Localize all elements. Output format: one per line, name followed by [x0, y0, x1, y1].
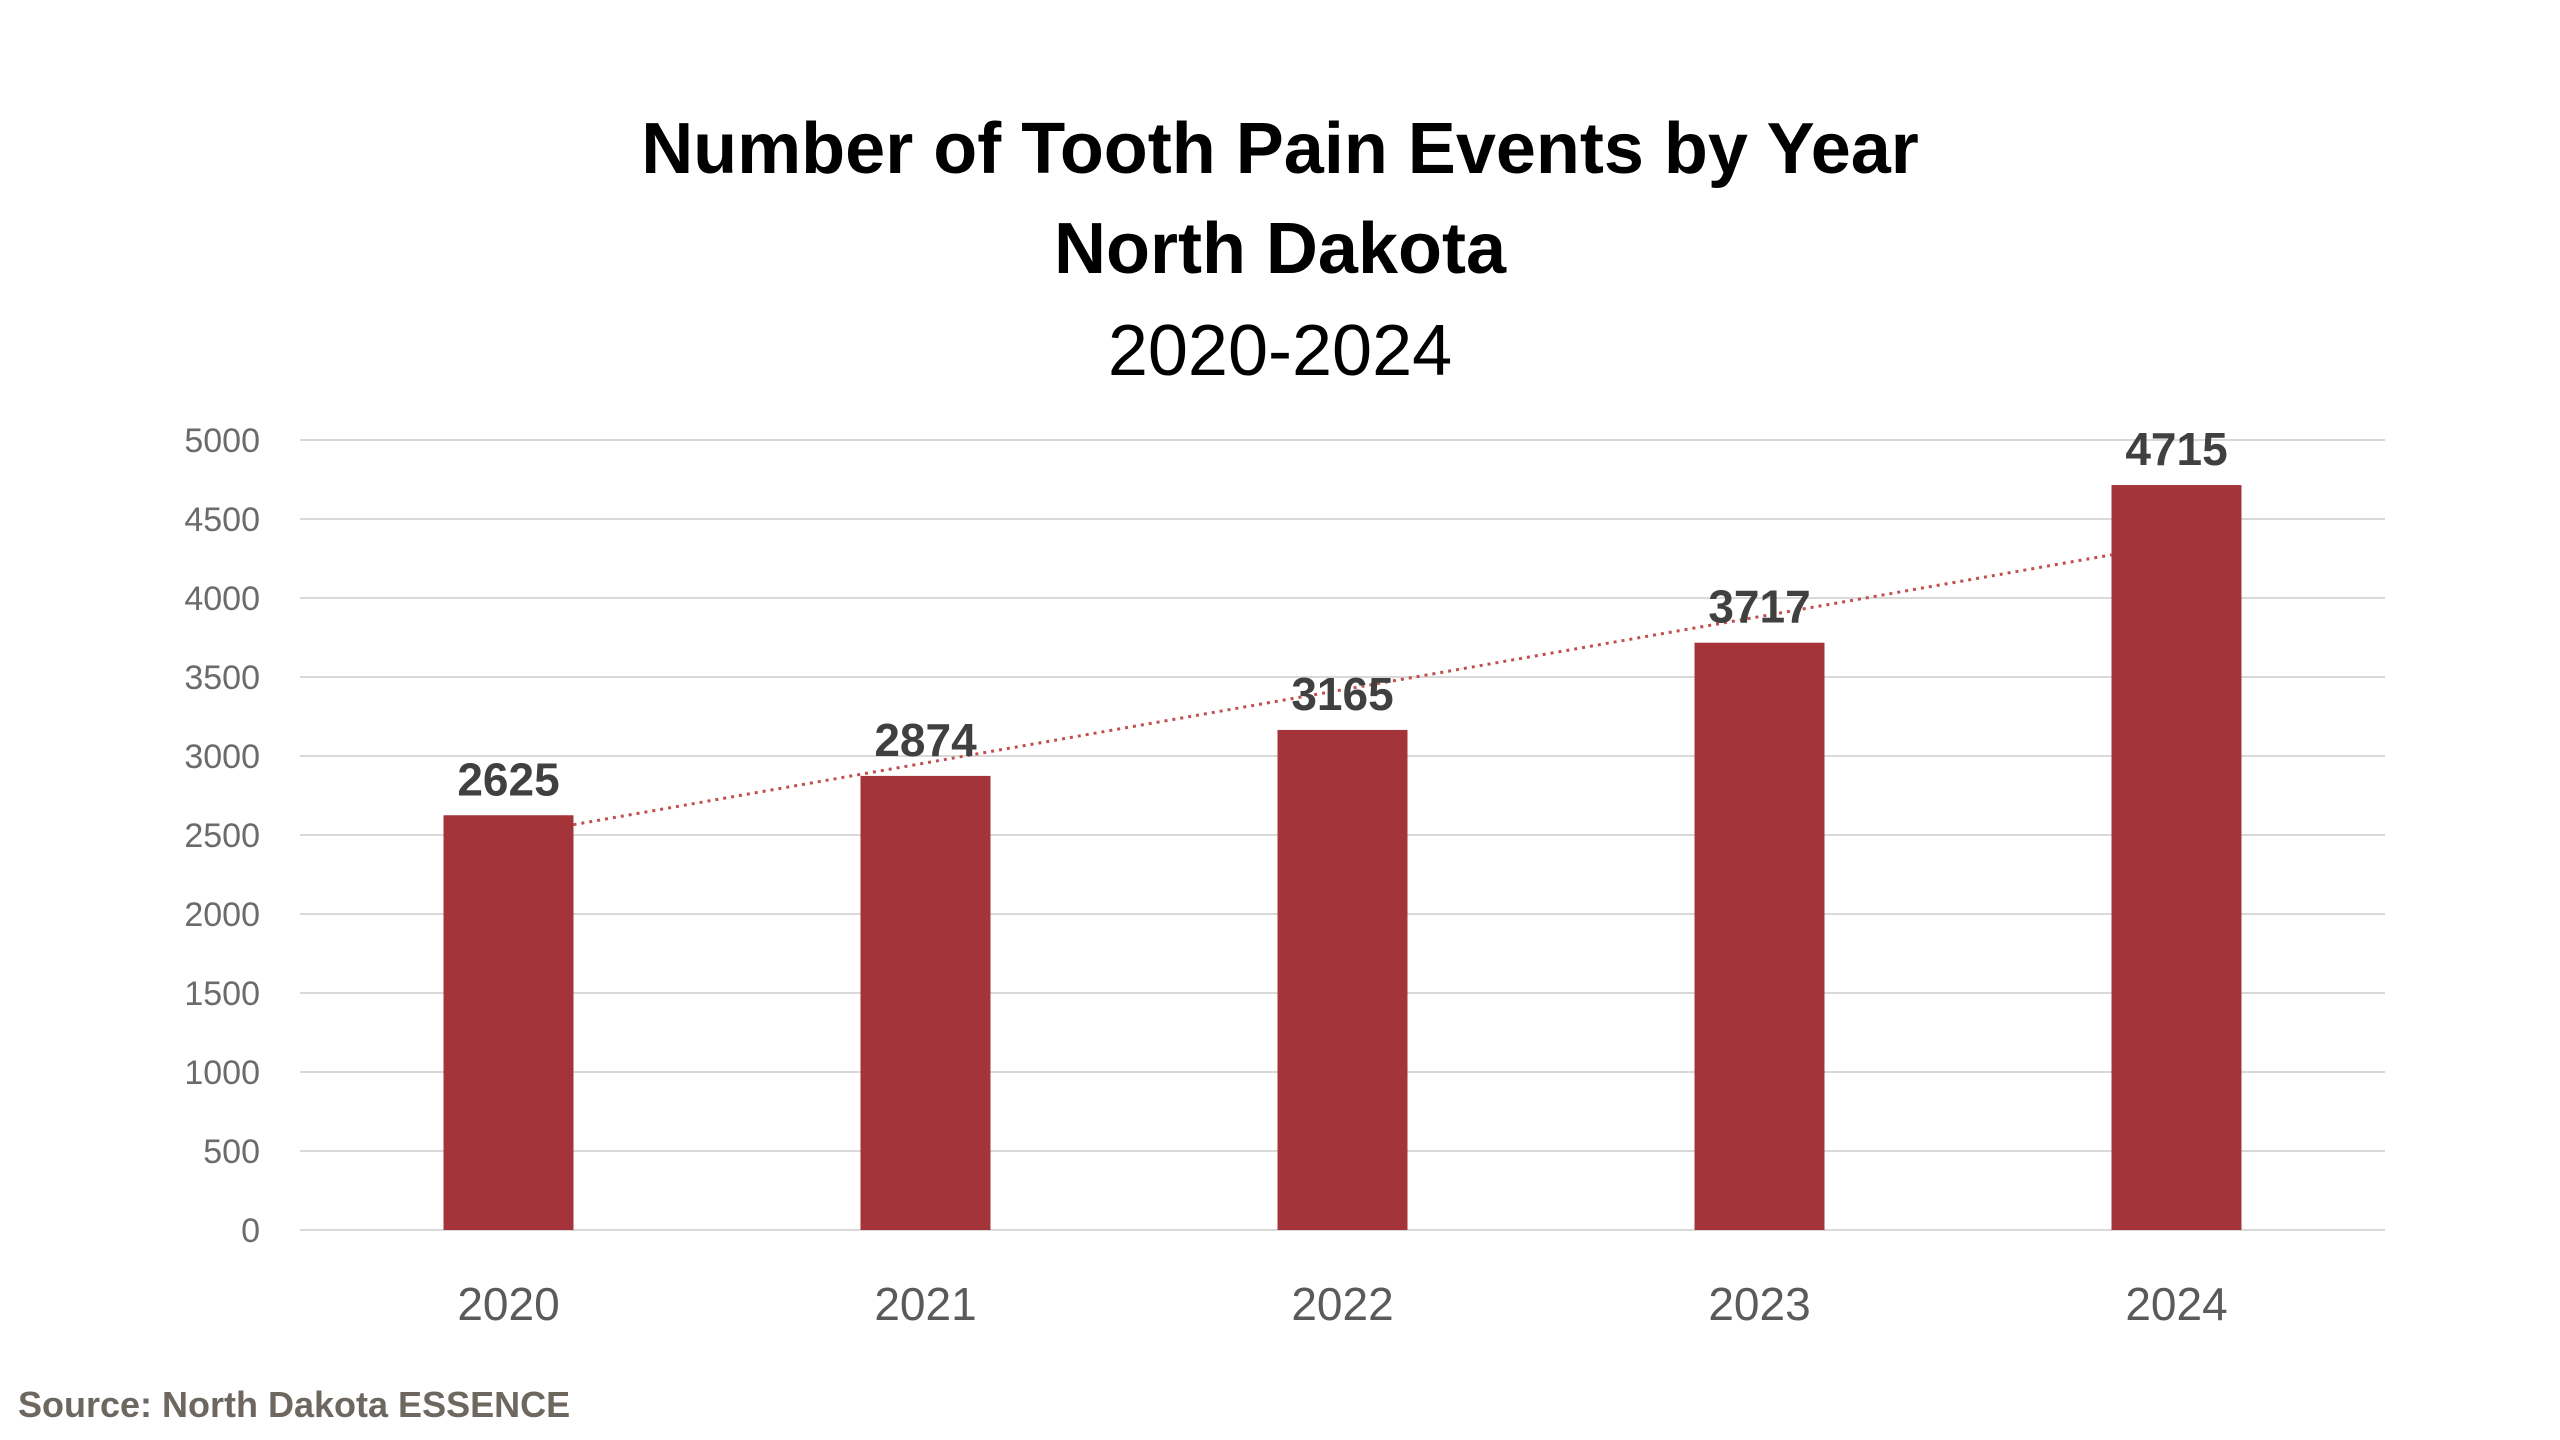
- chart-title: Number of Tooth Pain Events by Year: [641, 109, 1919, 189]
- y-tick-label: 2500: [184, 817, 260, 855]
- y-tick-label: 5000: [184, 422, 260, 460]
- y-tick-label: 2000: [184, 896, 260, 934]
- bar-2023: [1694, 642, 1825, 1230]
- x-tick-label: 2022: [1291, 1278, 1393, 1330]
- x-tick-label: 2024: [2125, 1278, 2227, 1330]
- bar-2021: [860, 775, 991, 1230]
- x-tick-label: 2023: [1708, 1278, 1810, 1330]
- y-tick-label: 3000: [184, 738, 260, 776]
- data-label-2022: 3165: [1291, 668, 1393, 720]
- y-tick-label: 500: [203, 1133, 260, 1171]
- x-tick-label: 2020: [457, 1278, 559, 1330]
- x-tick-label: 2021: [874, 1278, 976, 1330]
- y-tick-label: 3500: [184, 659, 260, 697]
- source-note: Source: North Dakota ESSENCE: [18, 1384, 571, 1425]
- y-tick-label: 0: [241, 1212, 260, 1250]
- chart-subtitle-years: 2020-2024: [1107, 311, 1453, 391]
- data-label-2024: 4715: [2125, 423, 2227, 475]
- data-label-2020: 2625: [457, 753, 559, 805]
- y-tick-label: 4500: [184, 501, 260, 539]
- chart-subtitle-region: North Dakota: [1053, 209, 1507, 289]
- bar-2020: [443, 815, 574, 1230]
- y-tick-label: 1500: [184, 975, 260, 1013]
- data-label-2023: 3717: [1708, 581, 1810, 633]
- y-tick-label: 1000: [184, 1054, 260, 1092]
- y-tick-label: 4000: [184, 580, 260, 618]
- bar-2024: [2111, 485, 2242, 1230]
- bar-2022: [1277, 729, 1408, 1230]
- data-label-2021: 2874: [874, 714, 977, 766]
